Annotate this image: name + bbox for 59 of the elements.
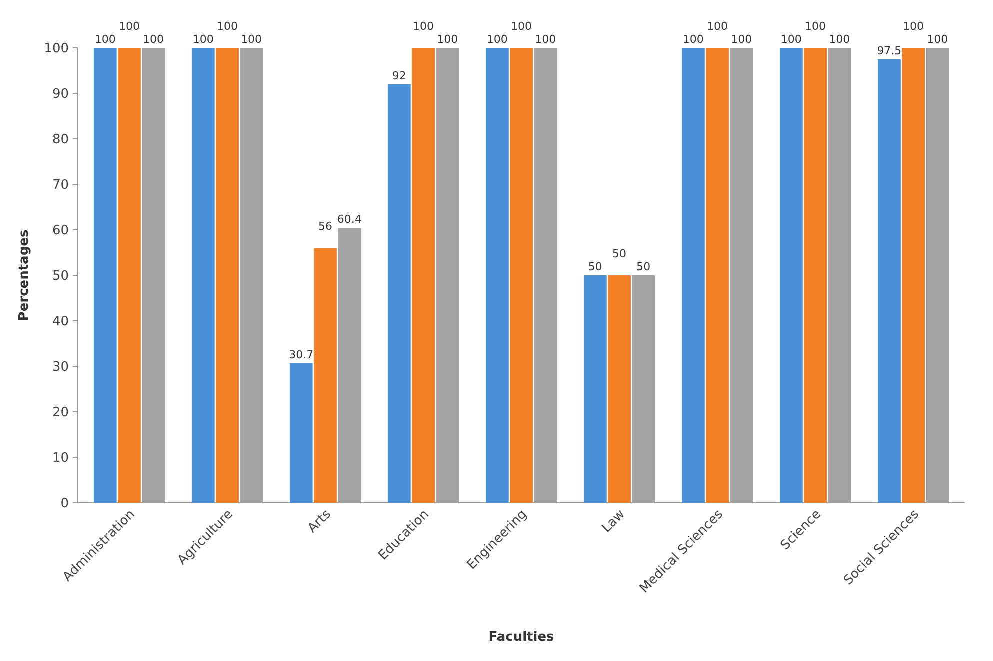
bar bbox=[682, 48, 705, 503]
y-tick-label: 90 bbox=[52, 87, 69, 102]
bar bbox=[314, 248, 337, 503]
bar bbox=[706, 48, 729, 503]
data-label: 100 bbox=[903, 20, 924, 33]
data-label: 100 bbox=[805, 20, 826, 33]
bar bbox=[902, 48, 925, 503]
bar bbox=[290, 363, 313, 503]
data-label: 100 bbox=[94, 33, 116, 46]
y-tick-label: 10 bbox=[52, 451, 69, 466]
data-label: 100 bbox=[780, 33, 802, 46]
data-label: 30.7 bbox=[289, 348, 314, 362]
bar bbox=[608, 276, 631, 503]
y-axis-title: Percentages bbox=[17, 230, 32, 322]
bar bbox=[412, 48, 435, 503]
x-tick-label: Law bbox=[599, 506, 629, 536]
data-label: 92 bbox=[392, 69, 406, 82]
bar bbox=[780, 48, 803, 503]
bar bbox=[216, 48, 239, 503]
bar bbox=[118, 48, 141, 503]
bar bbox=[388, 84, 411, 503]
data-label: 100 bbox=[927, 33, 948, 46]
bar bbox=[486, 48, 509, 503]
data-label: 100 bbox=[241, 33, 262, 46]
data-label: 50 bbox=[612, 248, 627, 260]
y-tick-label: 80 bbox=[52, 132, 69, 148]
data-label: 100 bbox=[437, 33, 458, 46]
bar bbox=[584, 276, 607, 503]
x-axis-title: Faculties bbox=[488, 630, 555, 645]
y-tick-label: 40 bbox=[52, 314, 69, 330]
data-label: 100 bbox=[511, 20, 532, 33]
data-label: 60.4 bbox=[337, 213, 362, 226]
data-label: 100 bbox=[682, 33, 704, 46]
data-label: 100 bbox=[535, 33, 556, 46]
y-tick-label: 100 bbox=[44, 42, 69, 57]
y-tick-label: 60 bbox=[52, 224, 69, 239]
data-label: 100 bbox=[216, 20, 238, 33]
data-label: 100 bbox=[486, 33, 508, 46]
y-tick-label: 0 bbox=[60, 496, 69, 512]
bar bbox=[804, 48, 827, 503]
data-label: 100 bbox=[143, 33, 164, 46]
data-label: 100 bbox=[731, 33, 752, 46]
data-label: 100 bbox=[707, 20, 728, 33]
y-tick-label: 20 bbox=[52, 406, 69, 421]
y-tick-label: 50 bbox=[52, 269, 69, 284]
data-label: 100 bbox=[829, 33, 850, 46]
bar bbox=[510, 48, 533, 503]
y-tick-label: 70 bbox=[52, 178, 69, 194]
bar bbox=[94, 48, 117, 503]
data-label: 56 bbox=[318, 220, 332, 234]
data-label: 100 bbox=[412, 20, 434, 33]
data-label: 50 bbox=[636, 260, 651, 274]
data-label: 100 bbox=[192, 33, 214, 46]
data-label: 50 bbox=[588, 260, 602, 274]
data-label: 100 bbox=[118, 20, 140, 33]
data-label: 97.5 bbox=[877, 44, 902, 58]
y-tick-label: 30 bbox=[52, 360, 69, 376]
bar bbox=[192, 48, 215, 503]
bar bbox=[878, 59, 901, 503]
